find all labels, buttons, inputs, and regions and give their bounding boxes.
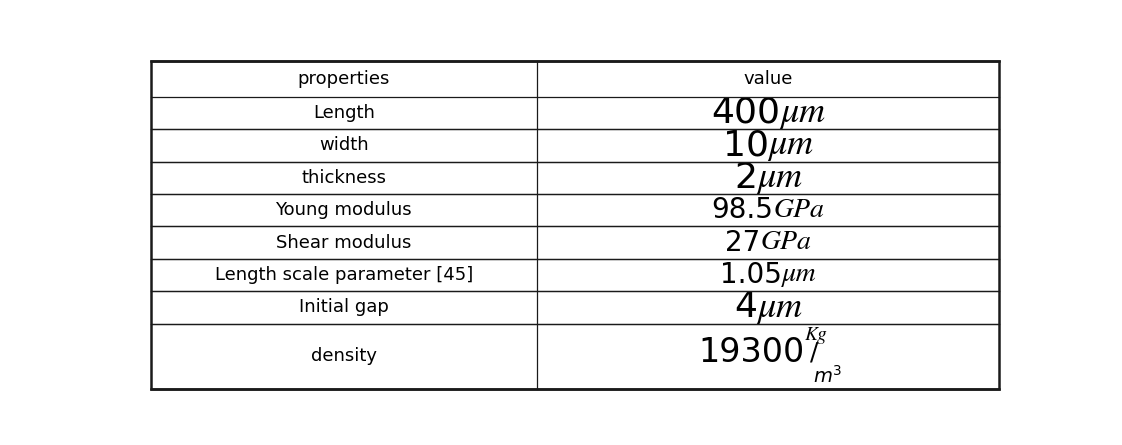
Text: $m^3$: $m^3$ <box>813 365 843 387</box>
Text: μm: μm <box>757 162 802 194</box>
Text: μm: μm <box>780 97 825 129</box>
Text: 1.05: 1.05 <box>720 261 782 289</box>
Text: 400: 400 <box>711 96 780 130</box>
Text: Length scale parameter [45]: Length scale parameter [45] <box>214 266 472 284</box>
Text: GPa: GPa <box>761 231 811 255</box>
Text: width: width <box>319 136 368 154</box>
Text: Length: Length <box>313 104 375 122</box>
Text: 10: 10 <box>723 129 769 162</box>
Text: 4: 4 <box>734 291 757 324</box>
Text: μm: μm <box>757 291 802 324</box>
Text: density: density <box>311 347 377 365</box>
Text: value: value <box>744 70 793 88</box>
Text: μm: μm <box>782 263 817 287</box>
Text: GPa: GPa <box>773 198 825 222</box>
Text: Shear modulus: Shear modulus <box>276 234 412 251</box>
Text: 19300: 19300 <box>699 336 804 369</box>
Text: 98.5: 98.5 <box>711 196 773 224</box>
Text: thickness: thickness <box>302 169 386 187</box>
Text: 27: 27 <box>725 229 761 257</box>
Text: Kg: Kg <box>804 325 828 344</box>
Text: properties: properties <box>297 70 390 88</box>
Text: Initial gap: Initial gap <box>298 299 388 316</box>
Text: /: / <box>810 340 818 364</box>
Text: 2: 2 <box>734 161 757 195</box>
Text: Young modulus: Young modulus <box>275 201 412 219</box>
Text: μm: μm <box>769 129 813 162</box>
